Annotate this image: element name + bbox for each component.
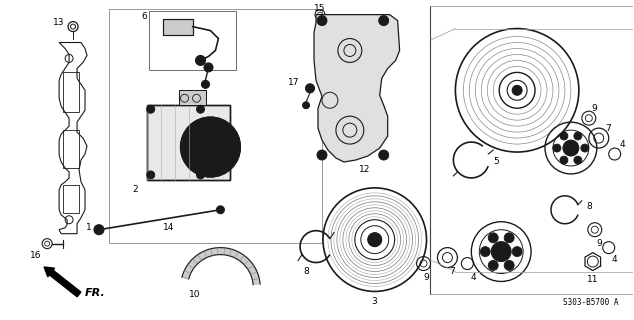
Text: 6: 6 — [141, 12, 146, 21]
Circle shape — [202, 80, 209, 88]
Circle shape — [94, 225, 104, 235]
Circle shape — [302, 102, 309, 109]
Text: 4: 4 — [620, 140, 626, 148]
Text: 5: 5 — [493, 157, 499, 166]
Polygon shape — [182, 248, 260, 284]
Bar — [146, 105, 230, 180]
Circle shape — [581, 144, 589, 152]
Polygon shape — [314, 15, 399, 162]
Circle shape — [488, 233, 498, 243]
Circle shape — [378, 150, 389, 160]
Circle shape — [553, 144, 561, 152]
Text: 7: 7 — [605, 124, 611, 132]
Text: 2: 2 — [132, 185, 138, 194]
Circle shape — [197, 171, 205, 179]
Text: 1: 1 — [86, 223, 92, 232]
Bar — [163, 19, 193, 35]
Text: 11: 11 — [587, 275, 598, 284]
Text: 7: 7 — [450, 267, 455, 276]
Circle shape — [488, 260, 498, 270]
Circle shape — [560, 132, 568, 140]
Text: 13: 13 — [53, 18, 65, 27]
Text: 4: 4 — [612, 255, 618, 264]
Bar — [109, 9, 322, 243]
Bar — [63, 130, 79, 168]
Circle shape — [181, 117, 240, 177]
Circle shape — [378, 16, 389, 26]
Bar — [163, 19, 193, 35]
Circle shape — [512, 247, 522, 257]
Circle shape — [368, 233, 382, 247]
Circle shape — [560, 156, 568, 164]
Circle shape — [204, 63, 213, 72]
Text: FR.: FR. — [85, 288, 106, 299]
Text: 17: 17 — [288, 78, 300, 87]
Circle shape — [563, 140, 579, 156]
Circle shape — [195, 55, 205, 65]
Circle shape — [504, 260, 514, 270]
Circle shape — [197, 105, 205, 113]
Circle shape — [512, 85, 522, 95]
Bar — [179, 90, 207, 105]
FancyArrow shape — [44, 267, 81, 297]
Circle shape — [306, 84, 314, 93]
Text: 15: 15 — [314, 4, 326, 13]
Circle shape — [216, 206, 224, 214]
Text: 9: 9 — [424, 273, 429, 282]
Text: 8: 8 — [586, 202, 592, 211]
Text: 14: 14 — [163, 223, 174, 232]
Bar — [149, 11, 236, 70]
Bar — [63, 72, 79, 112]
Circle shape — [317, 150, 327, 160]
Circle shape — [146, 105, 155, 113]
Text: 4: 4 — [470, 273, 476, 282]
Circle shape — [574, 132, 582, 140]
Text: 10: 10 — [189, 290, 200, 299]
Circle shape — [317, 16, 327, 26]
Bar — [63, 185, 79, 213]
Text: 9: 9 — [596, 239, 602, 248]
Text: 16: 16 — [29, 251, 41, 260]
Circle shape — [202, 139, 219, 155]
Circle shape — [574, 156, 582, 164]
Circle shape — [491, 242, 511, 261]
Bar — [146, 105, 230, 180]
Text: 9: 9 — [591, 104, 597, 113]
Circle shape — [481, 247, 490, 257]
Circle shape — [146, 171, 155, 179]
Bar — [179, 90, 207, 105]
Text: 3: 3 — [371, 297, 377, 306]
Circle shape — [504, 233, 514, 243]
Text: 12: 12 — [359, 165, 370, 174]
Text: S303-B5700 A: S303-B5700 A — [563, 298, 619, 307]
Text: 8: 8 — [303, 267, 309, 276]
